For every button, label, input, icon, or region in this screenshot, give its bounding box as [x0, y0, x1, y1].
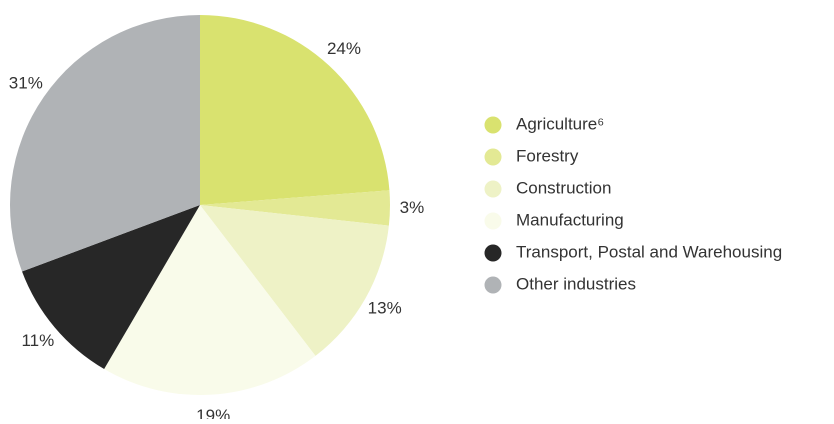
legend-swatch	[484, 116, 502, 134]
slice-label: 19%	[196, 406, 230, 419]
pie-slice	[200, 15, 390, 205]
legend-label: Agriculture⁶	[516, 114, 604, 133]
pie-slice	[22, 205, 200, 370]
pie-slice	[200, 190, 391, 226]
legend-label: Construction	[516, 178, 611, 197]
legend-swatch	[484, 244, 502, 262]
legend-label: Transport, Postal and Warehousing	[516, 242, 782, 261]
legend-swatch	[484, 180, 502, 198]
pie-slice	[9, 15, 200, 272]
slice-label: 31%	[9, 74, 43, 93]
slice-label: 13%	[368, 299, 402, 318]
slice-label: 11%	[21, 331, 54, 350]
legend-swatch	[484, 276, 502, 294]
pie-slice	[200, 205, 389, 356]
legend-swatch	[484, 212, 502, 230]
legend-label: Other industries	[516, 274, 636, 293]
legend-label: Forestry	[516, 146, 579, 165]
legend-label: Manufacturing	[516, 210, 624, 229]
slice-label: 3%	[400, 198, 425, 217]
pie-slice	[104, 205, 316, 396]
legend-swatch	[484, 148, 502, 166]
slice-label: 24%	[327, 39, 361, 58]
